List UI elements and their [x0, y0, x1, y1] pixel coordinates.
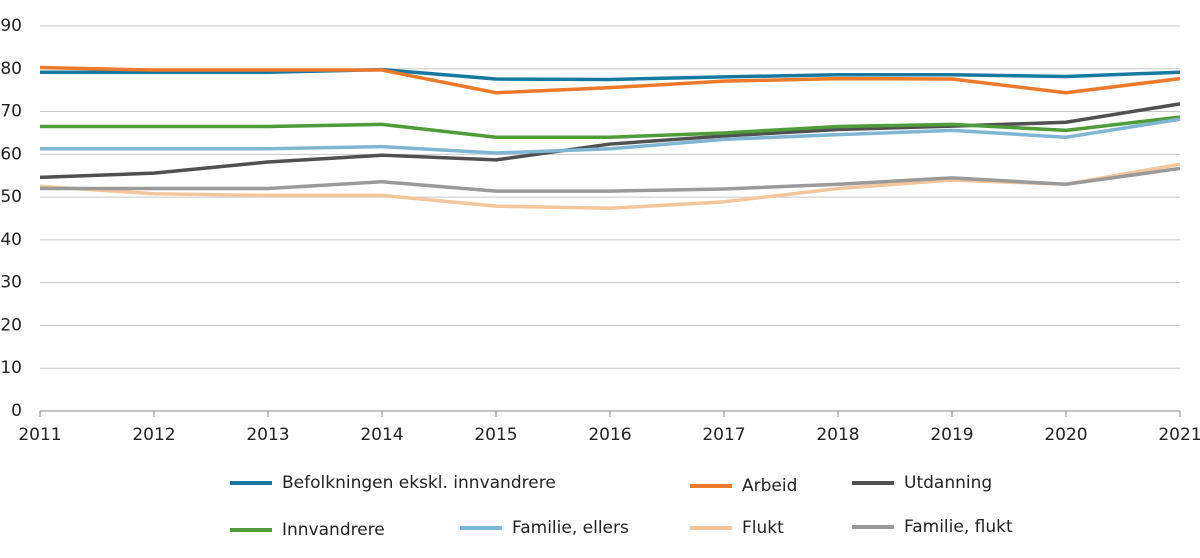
x-tick-label: 2012 [132, 425, 175, 445]
y-tick-label: 50 [0, 187, 22, 207]
y-tick-label: 20 [0, 315, 22, 335]
line-series [39, 162, 1181, 210]
line-series [39, 102, 1181, 180]
legend-label: Familie, flukt [904, 517, 1013, 537]
x-tick-label: 2016 [588, 425, 631, 445]
x-tick-label: 2018 [816, 425, 859, 445]
x-tick-label: 2011 [18, 425, 61, 445]
x-tick-label: 2020 [1044, 425, 1087, 445]
line-series [40, 117, 1181, 155]
y-tick-label: 80 [0, 59, 22, 79]
y-tick-label: 0 [11, 401, 22, 421]
legend-label: Innvandrere [282, 520, 385, 540]
legend-label: Flukt [742, 518, 784, 538]
y-tick-label: 60 [0, 144, 22, 164]
legend-label: Befolkningen ekskl. innvandrere [282, 473, 556, 493]
legend-label: Familie, ellers [512, 518, 629, 538]
x-tick-label: 2014 [360, 425, 403, 445]
legend-label: Arbeid [742, 476, 797, 496]
line-series [40, 115, 1181, 139]
line-series [40, 166, 1181, 193]
y-tick-label: 70 [0, 102, 22, 122]
y-tick-label: 10 [0, 358, 22, 378]
y-tick-label: 90 [0, 16, 22, 36]
x-tick-label: 2017 [702, 425, 745, 445]
x-tick-label: 2013 [246, 425, 289, 445]
y-tick-label: 30 [0, 273, 22, 293]
legend-label: Utdanning [904, 473, 992, 493]
x-tick-label: 2015 [474, 425, 517, 445]
x-tick-label: 2019 [930, 425, 973, 445]
line-series [40, 67, 1181, 82]
x-tick-label: 2021 [1158, 425, 1200, 445]
line-series [39, 65, 1181, 95]
y-tick-label: 40 [0, 230, 22, 250]
